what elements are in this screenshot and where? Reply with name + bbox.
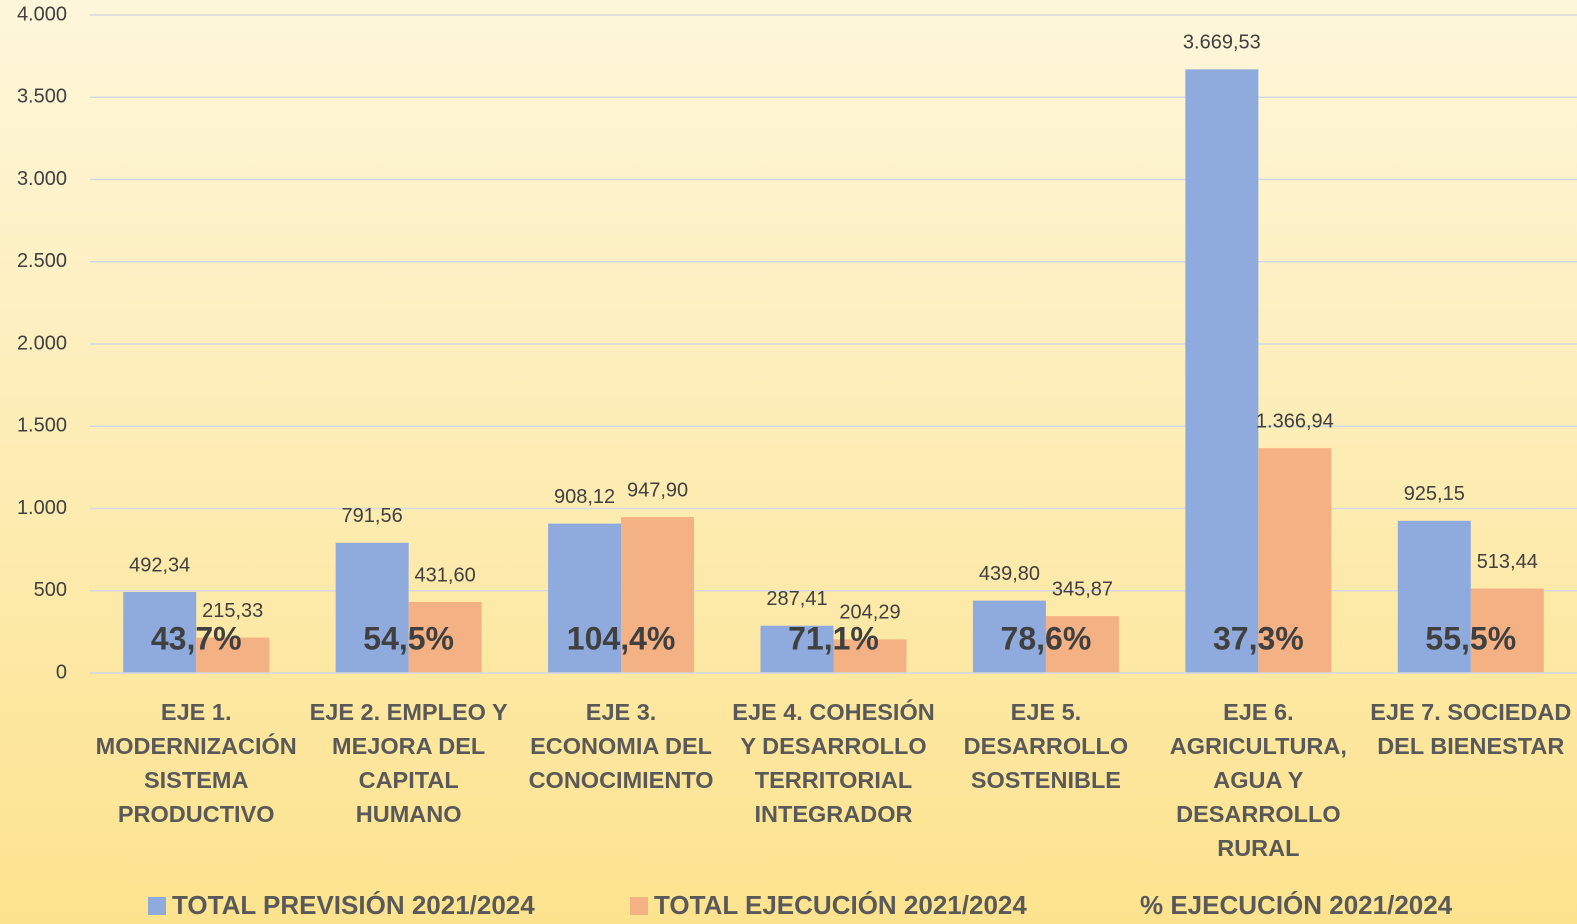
value-label: 431,60	[415, 564, 476, 586]
bar	[1470, 588, 1544, 673]
bar	[833, 639, 907, 673]
x-tick-label: EJE 3. ECONOMIA DEL CONOCIMIENTO	[528, 699, 714, 793]
bar	[1258, 448, 1332, 673]
percent-label: 71,1%	[788, 620, 879, 656]
y-tick-label: 2.500	[17, 250, 67, 272]
percent-label: 54,5%	[363, 620, 454, 656]
value-label: 908,12	[554, 486, 615, 508]
bar	[123, 592, 197, 673]
bar	[335, 542, 409, 673]
legend-label: % EJECUCIÓN 2021/2024	[1140, 890, 1453, 920]
bar	[1397, 520, 1471, 673]
x-tick-label: EJE 2. EMPLEO Y MEJORA DEL CAPITAL HUMAN…	[309, 699, 508, 827]
value-label: 287,41	[766, 588, 827, 610]
y-tick-label: 3.500	[17, 86, 67, 108]
bar	[1185, 69, 1259, 674]
value-label: 439,80	[979, 563, 1040, 585]
bar	[548, 523, 622, 673]
value-label: 345,87	[1052, 578, 1113, 600]
value-label: 215,33	[202, 600, 263, 622]
y-tick-label: 1.000	[17, 497, 67, 519]
x-tick-label: EJE 1. MODERNIZACIÓN SISTEMA PRODUCTIVO	[95, 699, 297, 827]
value-label: 791,56	[342, 505, 403, 527]
value-label: 925,15	[1404, 483, 1465, 505]
value-label: 492,34	[129, 554, 190, 576]
x-tick-label: EJE 7. SOCIEDAD DEL BIENESTAR	[1370, 699, 1572, 759]
percent-label: 43,7%	[151, 620, 242, 656]
bar	[760, 625, 834, 673]
y-tick-label: 2.000	[17, 332, 67, 354]
percent-label: 104,4%	[567, 620, 676, 656]
y-tick-label: 0	[56, 661, 67, 683]
x-tick-label: EJE 5. DESARROLLO SOSTENIBLE	[963, 699, 1129, 793]
y-tick-label: 4.000	[17, 3, 67, 25]
legend-swatch	[630, 897, 648, 915]
y-tick-label: 3.000	[17, 168, 67, 190]
bar	[408, 602, 482, 673]
x-tick-label: EJE 4. COHESIÓN Y DESARROLLO TERRITORIAL…	[732, 699, 935, 827]
bar	[1045, 616, 1119, 673]
bar	[972, 600, 1046, 673]
y-tick-label: 500	[34, 579, 67, 601]
bar	[196, 637, 270, 673]
x-tick-label: EJE 6. AGRICULTURA, AGUA Y DESARROLLO RU…	[1169, 699, 1347, 861]
value-label: 1.366,94	[1256, 410, 1334, 432]
legend-label: TOTAL PREVISIÓN 2021/2024	[172, 890, 535, 920]
bar	[621, 517, 695, 673]
value-label: 3.669,53	[1183, 32, 1261, 54]
value-label: 513,44	[1477, 551, 1538, 573]
value-label: 204,29	[839, 602, 900, 624]
percent-label: 78,6%	[1001, 620, 1092, 656]
legend-swatch	[148, 897, 166, 915]
y-tick-label: 1.500	[17, 415, 67, 437]
percent-label: 37,3%	[1213, 620, 1304, 656]
value-label: 947,90	[627, 479, 688, 501]
percent-label: 55,5%	[1425, 620, 1516, 656]
legend-label: TOTAL EJECUCIÓN 2021/2024	[654, 890, 1027, 920]
